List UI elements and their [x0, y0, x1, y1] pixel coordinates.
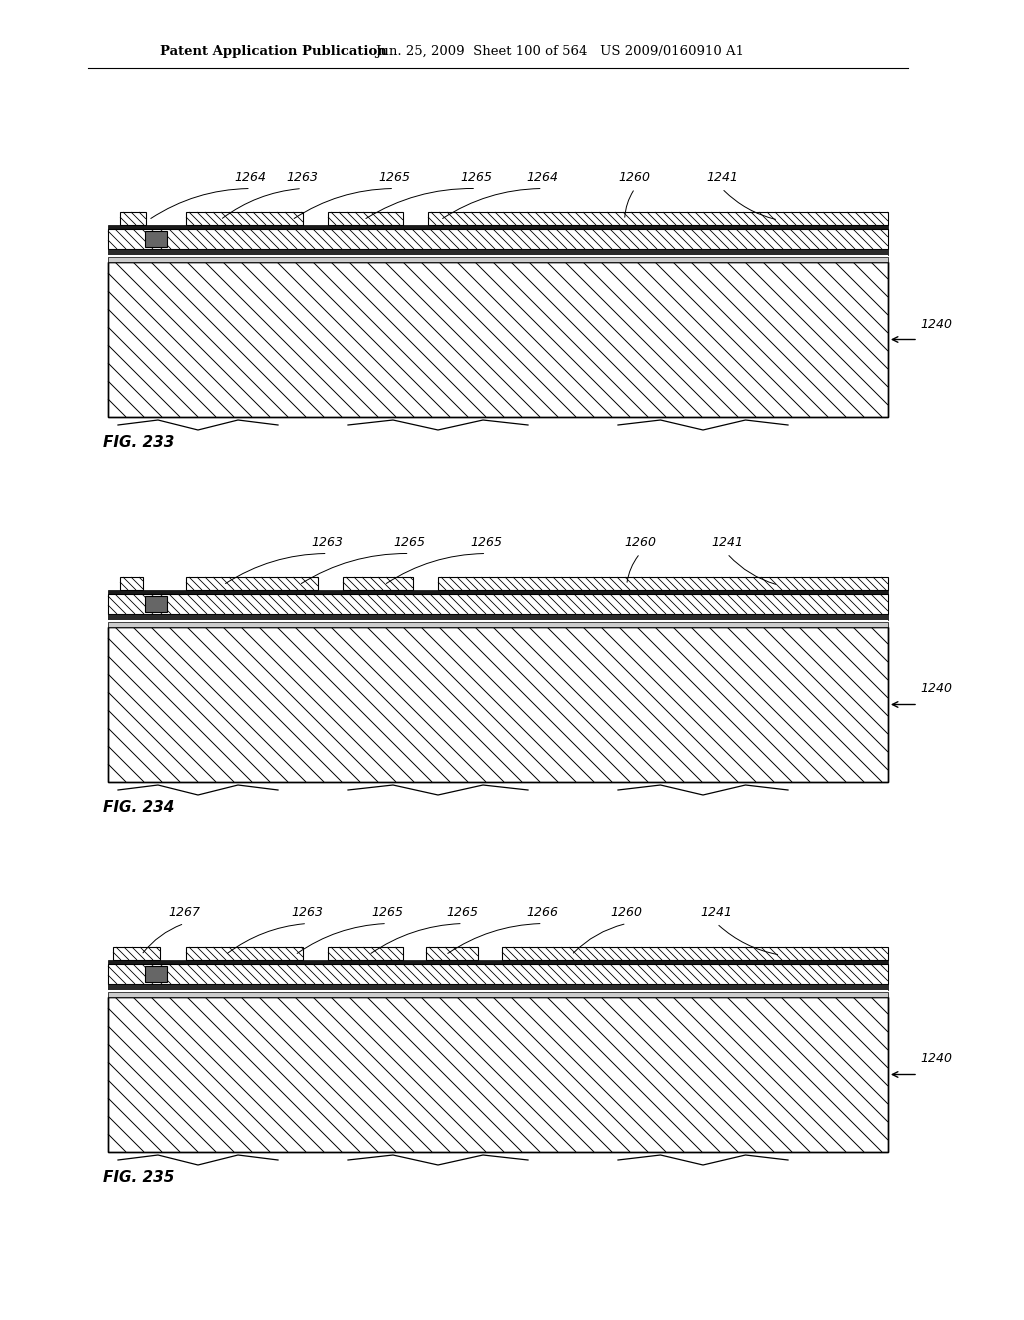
Bar: [426, 946, 478, 960]
Text: 1265: 1265: [446, 906, 479, 919]
Text: 1241: 1241: [711, 536, 743, 549]
Text: 1241: 1241: [706, 172, 738, 183]
Bar: [108, 249, 888, 255]
Text: 1240: 1240: [920, 682, 952, 696]
Text: 1260: 1260: [624, 536, 656, 549]
Bar: [108, 255, 888, 257]
Bar: [108, 990, 888, 993]
Bar: [120, 577, 143, 590]
Text: 1263: 1263: [291, 906, 324, 919]
Bar: [108, 983, 888, 990]
Bar: [113, 946, 160, 960]
Text: 1260: 1260: [618, 172, 651, 183]
Text: FIG. 234: FIG. 234: [103, 800, 174, 814]
Text: 1260: 1260: [610, 906, 643, 919]
Bar: [120, 213, 146, 224]
Text: 1267: 1267: [168, 906, 201, 919]
Text: 1263: 1263: [311, 536, 344, 549]
Bar: [502, 946, 888, 960]
Text: 1265: 1265: [470, 536, 503, 549]
Text: Jun. 25, 2009  Sheet 100 of 564   US 2009/0160910 A1: Jun. 25, 2009 Sheet 100 of 564 US 2009/0…: [375, 45, 744, 58]
Text: 1264: 1264: [234, 172, 267, 183]
Bar: [438, 577, 888, 590]
Bar: [328, 213, 403, 224]
Bar: [108, 960, 888, 964]
Bar: [145, 966, 167, 982]
Bar: [108, 627, 888, 781]
Text: FIG. 235: FIG. 235: [103, 1170, 174, 1185]
Bar: [108, 590, 888, 594]
Bar: [343, 577, 413, 590]
Bar: [108, 261, 888, 417]
Bar: [428, 213, 888, 224]
Bar: [108, 594, 888, 614]
Bar: [186, 946, 303, 960]
Bar: [108, 964, 888, 983]
Bar: [108, 627, 888, 781]
Text: 1240: 1240: [920, 1052, 952, 1065]
Bar: [186, 577, 318, 590]
Bar: [108, 997, 888, 1152]
Bar: [438, 577, 888, 590]
Bar: [108, 228, 888, 249]
Bar: [145, 231, 167, 247]
Text: Patent Application Publication: Patent Application Publication: [160, 45, 387, 58]
Bar: [108, 997, 888, 1152]
Text: 1266: 1266: [526, 906, 559, 919]
Bar: [108, 224, 888, 228]
Text: 1263: 1263: [286, 172, 318, 183]
Bar: [186, 577, 318, 590]
Bar: [120, 577, 143, 590]
Bar: [108, 228, 888, 249]
Bar: [145, 597, 167, 612]
Text: 1265: 1265: [460, 172, 493, 183]
Bar: [108, 614, 888, 620]
Text: 1240: 1240: [920, 318, 952, 330]
Bar: [186, 213, 303, 224]
Bar: [120, 213, 146, 224]
Bar: [108, 964, 888, 983]
Text: 1265: 1265: [378, 172, 411, 183]
Text: 1265: 1265: [393, 536, 426, 549]
Bar: [108, 622, 888, 627]
Bar: [328, 946, 403, 960]
Bar: [108, 993, 888, 997]
Bar: [108, 594, 888, 614]
Bar: [108, 620, 888, 622]
Bar: [186, 213, 303, 224]
Bar: [113, 946, 160, 960]
Text: 1241: 1241: [700, 906, 733, 919]
Bar: [108, 257, 888, 261]
Text: 1264: 1264: [526, 172, 559, 183]
Text: FIG. 233: FIG. 233: [103, 436, 174, 450]
Bar: [186, 946, 303, 960]
Text: 1265: 1265: [371, 906, 403, 919]
Bar: [502, 946, 888, 960]
Bar: [343, 577, 413, 590]
Bar: [328, 213, 403, 224]
Bar: [428, 213, 888, 224]
Bar: [328, 946, 403, 960]
Bar: [108, 261, 888, 417]
Bar: [426, 946, 478, 960]
